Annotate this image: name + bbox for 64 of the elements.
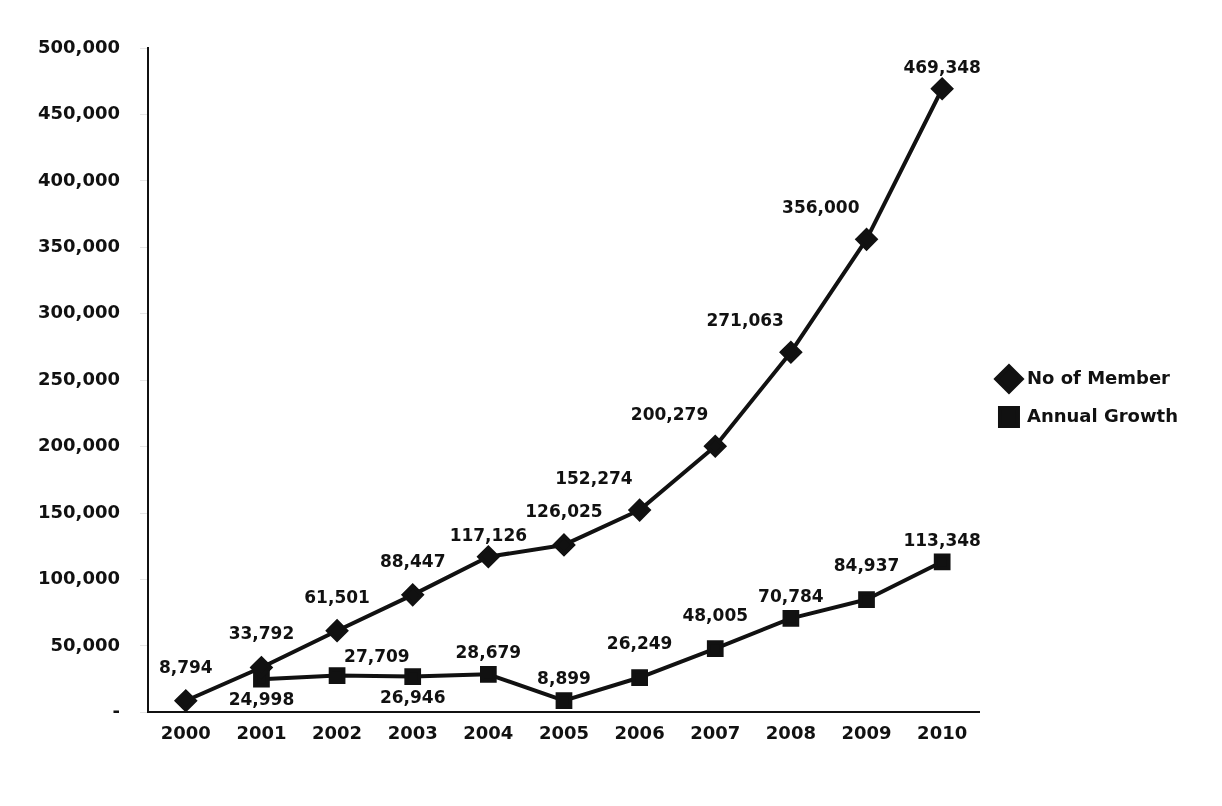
- y-tick-label: 500,000: [38, 35, 120, 57]
- data-label: 126,025: [525, 500, 603, 521]
- data-label: 24,998: [228, 689, 295, 710]
- x-tick-label: 2009: [841, 721, 892, 743]
- y-tick-label: 200,000: [38, 434, 120, 456]
- point: [326, 619, 349, 642]
- data-label: 70,784: [758, 586, 824, 607]
- y-tick-label: 350,000: [38, 234, 120, 256]
- point: [328, 667, 346, 684]
- point: [933, 553, 951, 571]
- point: [706, 640, 724, 657]
- x-tick-label: 2004: [463, 721, 514, 743]
- data-label: 88,447: [379, 550, 446, 571]
- data-label: 469,348: [903, 56, 981, 77]
- point: [552, 533, 575, 556]
- data-label: 27,709: [344, 645, 410, 666]
- point: [477, 545, 500, 568]
- y-tick-label: -: [112, 700, 120, 722]
- x-tick-label: 2007: [690, 721, 741, 743]
- y-tick-label: 100,000: [38, 567, 120, 589]
- data-label: 28,679: [455, 642, 522, 663]
- data-label: 33,792: [228, 623, 295, 644]
- point: [631, 669, 648, 686]
- x-tick-label: 2010: [917, 721, 968, 743]
- point: [479, 665, 497, 683]
- data-label: 113,348: [903, 529, 981, 550]
- y-tick-label: 150,000: [38, 500, 120, 522]
- y-tick-label: 250,000: [38, 367, 120, 389]
- point: [782, 609, 800, 627]
- data-label: 48,005: [682, 604, 749, 625]
- x-tick-label: 2003: [387, 721, 438, 743]
- y-tick-label: 400,000: [38, 168, 120, 190]
- point: [704, 435, 727, 458]
- point: [404, 668, 422, 685]
- y-tick-label: 300,000: [38, 301, 120, 323]
- legend-label: Annual Growth: [1026, 404, 1179, 426]
- x-tick-label: 2000: [160, 721, 211, 743]
- data-label: 271,063: [706, 310, 784, 331]
- data-label: 200,279: [630, 404, 709, 425]
- y-tick-label: 50,000: [50, 633, 120, 655]
- x-tick-label: 2001: [236, 721, 287, 743]
- data-label: 356,000: [782, 197, 860, 218]
- point: [628, 499, 651, 522]
- data-label: 117,126: [449, 524, 528, 545]
- x-tick-label: 2005: [538, 721, 590, 743]
- point: [779, 341, 802, 364]
- x-tick-label: 2006: [614, 721, 665, 743]
- data-label: 8,899: [537, 668, 591, 689]
- data-label: 8,794: [158, 656, 213, 677]
- x-tick-label: 2002: [312, 721, 363, 743]
- data-label: 61,501: [304, 586, 370, 607]
- point: [401, 583, 424, 606]
- point: [855, 228, 878, 251]
- point: [858, 591, 875, 608]
- data-label: 84,937: [833, 555, 900, 576]
- data-label: 26,249: [606, 633, 673, 654]
- y-tick-label: 450,000: [38, 102, 120, 124]
- data-label: 26,946: [379, 686, 446, 707]
- data-label: 152,274: [555, 467, 633, 488]
- x-tick-label: 2008: [765, 721, 816, 743]
- point: [931, 77, 954, 100]
- point: [555, 692, 573, 709]
- point: [174, 689, 197, 712]
- legend-label: No of Member: [1026, 366, 1171, 388]
